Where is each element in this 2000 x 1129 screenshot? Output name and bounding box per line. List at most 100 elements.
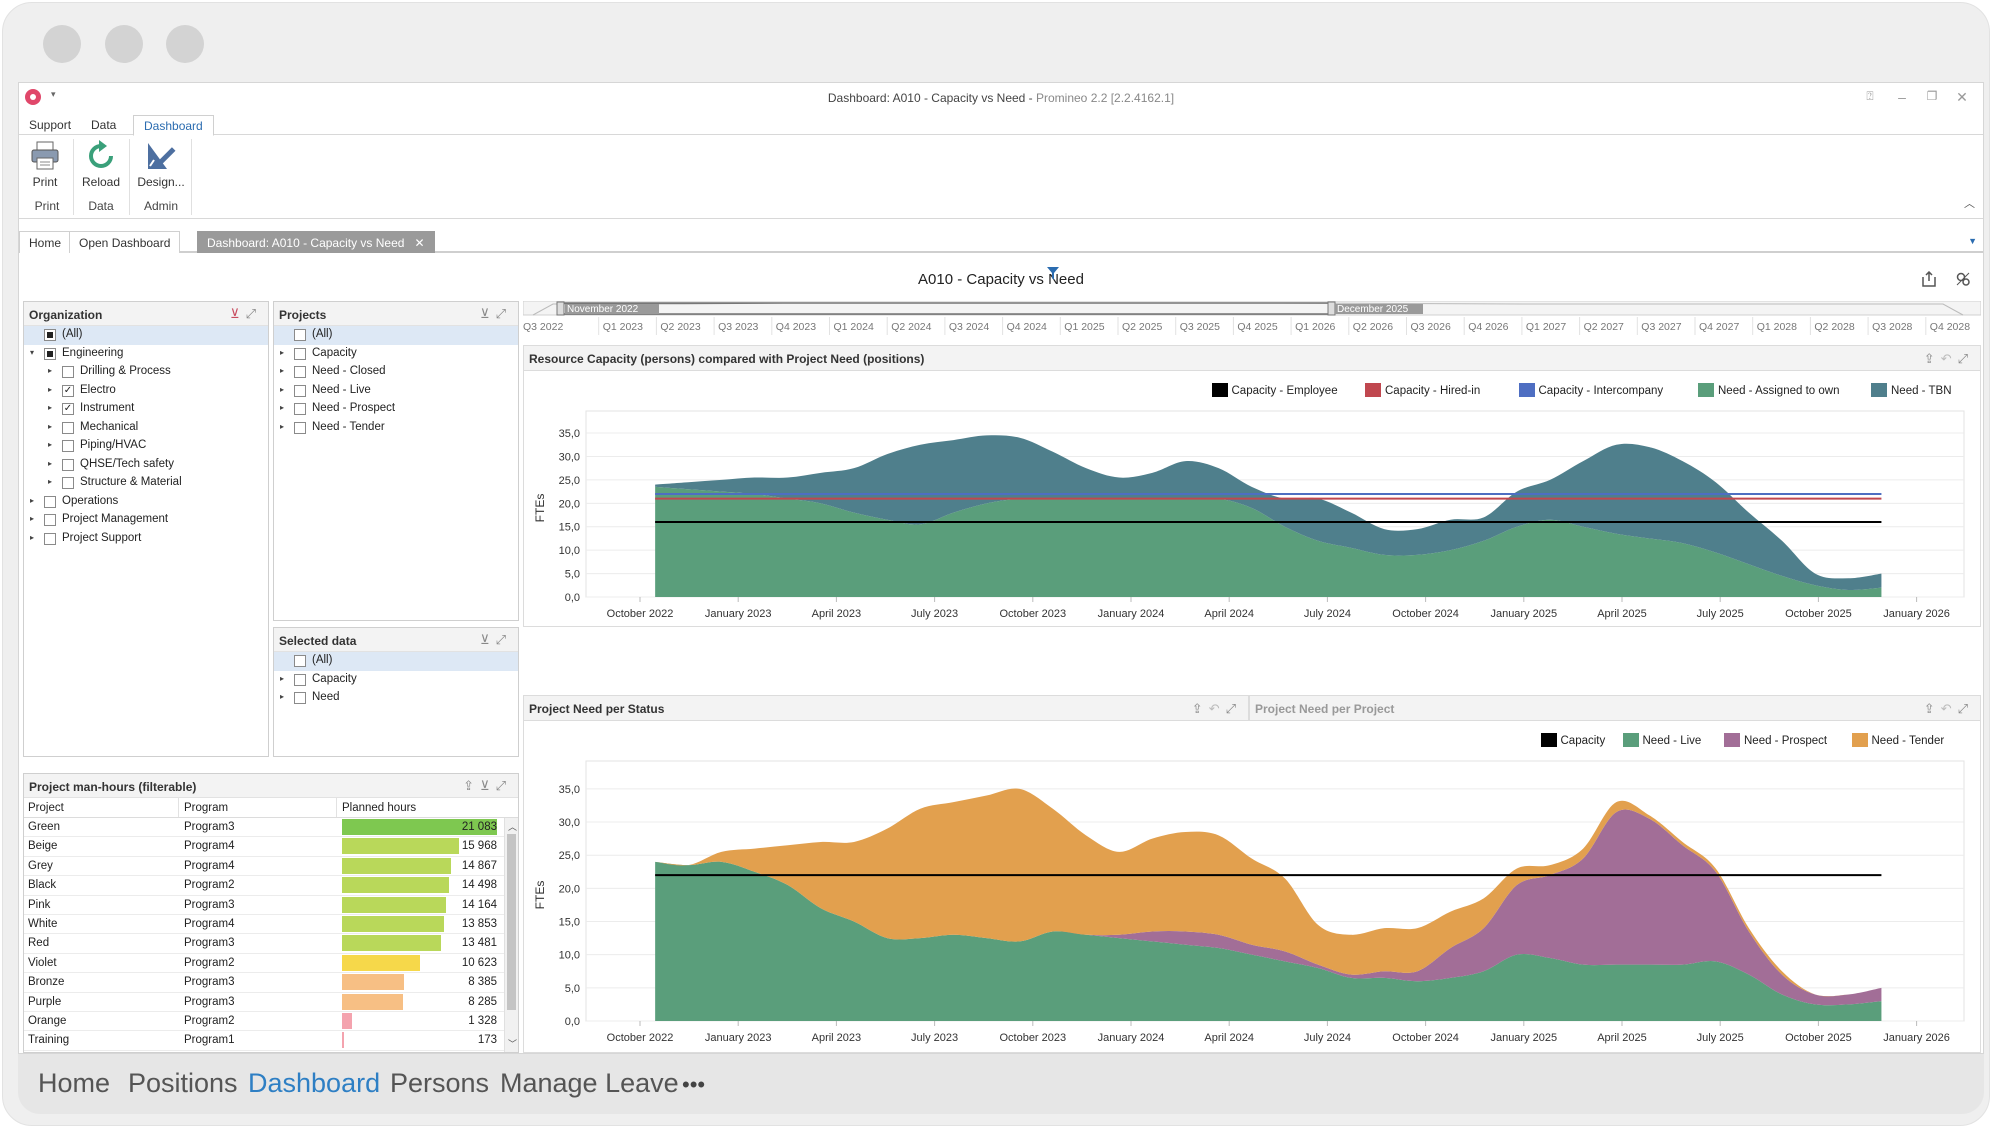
close-window-dot[interactable]	[43, 25, 81, 63]
quick-access-dropdown[interactable]: ▾	[51, 89, 56, 99]
legend-item[interactable]: Capacity - Employee	[1211, 383, 1338, 397]
table-row[interactable]: Beige Program4 15 968	[24, 837, 518, 857]
checkbox[interactable]	[62, 458, 74, 471]
tree-row[interactable]: ▸ Project Management	[24, 511, 268, 530]
reload-button[interactable]: Reload	[75, 139, 127, 189]
table-row[interactable]: Black Program2 14 498	[24, 876, 518, 896]
table-row[interactable]: Green Program3 21 083	[24, 818, 518, 838]
expand-arrow-icon[interactable]: ▸	[280, 347, 285, 357]
checkbox[interactable]	[44, 495, 56, 508]
tree-row[interactable]: ▸ Piping/HVAC	[24, 437, 268, 456]
scroll-down-icon[interactable]: ﹀	[508, 1039, 518, 1049]
tab-list-dropdown-icon[interactable]: ▼	[1968, 236, 1977, 246]
tree-row[interactable]: ▸ Need	[274, 689, 518, 708]
expand-arrow-icon[interactable]: ▸	[48, 477, 53, 486]
clear-filter-icon[interactable]: ⊻	[480, 778, 496, 793]
help-icon[interactable]: ⍰	[1866, 89, 1874, 103]
range-start-handle[interactable]	[556, 301, 565, 316]
tree-row[interactable]: ▸ Project Support	[24, 530, 268, 549]
collapse-ribbon-icon[interactable]: ︿	[1964, 198, 1975, 210]
legend-item[interactable]: Capacity - Intercompany	[1518, 383, 1663, 397]
checkbox[interactable]	[44, 347, 56, 360]
tree-row[interactable]: ▸ Capacity	[274, 345, 518, 364]
doc-tab-dashboard[interactable]: Dashboard: A010 - Capacity vs Need ✕	[197, 231, 435, 253]
nav-positions[interactable]: Positions	[128, 1068, 238, 1098]
checkbox[interactable]: ✓	[62, 384, 74, 397]
design-button[interactable]: Design...	[131, 139, 191, 189]
tree-row[interactable]: ▸ Mechanical	[24, 419, 268, 438]
parameters-icon[interactable]	[1955, 271, 1971, 291]
undo-icon[interactable]: ↶	[1208, 701, 1226, 716]
expand-arrow-icon[interactable]: ▸	[30, 495, 35, 505]
checkbox[interactable]: ✓	[62, 403, 74, 415]
col-program[interactable]: Program	[184, 802, 229, 814]
tab-dashboard[interactable]: Dashboard	[133, 115, 214, 136]
export-icon[interactable]: ⇪	[1923, 701, 1941, 716]
legend-item[interactable]: Need - Assigned to own	[1698, 383, 1839, 397]
maximize-panel-icon[interactable]: ⤢	[1957, 351, 1974, 366]
need-project-panel-header[interactable]: Project Need per Project ⇪↶⤢	[1249, 695, 1981, 721]
tree-row[interactable]: ▸ ✓ Instrument	[24, 400, 268, 419]
table-row[interactable]: Training Program1 173	[24, 1031, 518, 1051]
clear-filter-icon[interactable]: ⊻	[480, 632, 496, 647]
expand-arrow-icon[interactable]: ▸	[280, 673, 285, 683]
tree-row[interactable]: (All)	[24, 326, 268, 345]
checkbox[interactable]	[294, 329, 306, 341]
expand-arrow-icon[interactable]: ▸	[280, 421, 285, 431]
expand-arrow-icon[interactable]: ▸	[48, 403, 53, 412]
tree-row[interactable]: ▸ Need - Closed	[274, 363, 518, 382]
table-row[interactable]: White Program4 13 853	[24, 915, 518, 935]
export-icon[interactable]: ⇪	[463, 778, 481, 793]
table-row[interactable]: Orange Program2 1 328	[24, 1012, 518, 1032]
maximize-panel-icon[interactable]: ⤢	[245, 306, 262, 321]
nav-dashboard[interactable]: Dashboard	[248, 1068, 381, 1098]
expand-arrow-icon[interactable]: ▸	[280, 384, 285, 394]
doc-tab-home[interactable]: Home	[19, 231, 72, 253]
clear-filter-icon[interactable]: ⊻	[480, 306, 496, 321]
export-icon[interactable]: ⇪	[1191, 701, 1209, 716]
legend-item[interactable]: Capacity	[1540, 733, 1605, 747]
legend-item[interactable]: Need - Tender	[1851, 733, 1944, 747]
table-row[interactable]: Violet Program2 10 623	[24, 954, 518, 974]
expand-arrow-icon[interactable]: ▸	[48, 421, 53, 431]
expand-arrow-icon[interactable]: ▸	[30, 532, 35, 542]
legend-item[interactable]: Need - Live	[1622, 733, 1701, 747]
checkbox[interactable]	[62, 477, 74, 489]
expand-arrow-icon[interactable]: ▸	[48, 440, 53, 449]
print-button[interactable]: Print	[19, 139, 71, 189]
table-row[interactable]: Purple Program3 8 285	[24, 993, 518, 1012]
range-end-handle[interactable]	[1327, 301, 1336, 316]
tree-row[interactable]: ▸ QHSE/Tech safety	[24, 456, 268, 475]
tree-row[interactable]: ▸ Need - Tender	[274, 419, 518, 438]
tab-data[interactable]: Data	[91, 118, 117, 132]
checkbox[interactable]	[44, 329, 56, 341]
tree-row[interactable]: ▸ Drilling & Process	[24, 363, 268, 382]
tree-row[interactable]: ▸ Need - Live	[274, 382, 518, 401]
scroll-thumb[interactable]	[507, 834, 516, 1010]
doc-tab-open-dashboard[interactable]: Open Dashboard	[69, 231, 181, 253]
expand-arrow-icon[interactable]: ▸	[48, 384, 53, 394]
tree-row[interactable]: ▸ Need - Prospect	[274, 400, 518, 419]
table-row[interactable]: Grey Program4 14 867	[24, 857, 518, 877]
maximize-panel-icon[interactable]: ⤢	[495, 632, 512, 647]
col-planned-hours[interactable]: Planned hours	[342, 802, 417, 814]
legend-item[interactable]: Need - Prospect	[1724, 733, 1827, 747]
table-row[interactable]: Red Program3 13 481	[24, 934, 518, 954]
expand-arrow-icon[interactable]: ▸	[48, 366, 53, 375]
export-icon[interactable]: ⇪	[1923, 351, 1941, 366]
expand-arrow-icon[interactable]: ▸	[280, 403, 285, 412]
tree-row[interactable]: ▸ Capacity	[274, 671, 518, 690]
maximize-panel-icon[interactable]: ⤢	[1957, 701, 1974, 716]
tree-row[interactable]: ▾ Engineering	[24, 345, 268, 364]
checkbox[interactable]	[294, 403, 306, 415]
legend-item[interactable]: Need - TBN	[1871, 383, 1952, 397]
expand-arrow-icon[interactable]: ▾	[30, 347, 35, 357]
maximize-panel-icon[interactable]: ⤢	[495, 306, 512, 321]
minimize-window-dot[interactable]	[105, 25, 143, 63]
expand-arrow-icon[interactable]: ▸	[30, 514, 35, 523]
export-icon[interactable]	[1921, 270, 1937, 291]
col-project[interactable]: Project	[28, 802, 64, 814]
checkbox[interactable]	[294, 421, 306, 434]
tree-row[interactable]: ▸ Structure & Material	[24, 474, 268, 493]
grid-scrollbar[interactable]: ︿ ﹀	[504, 818, 518, 1052]
